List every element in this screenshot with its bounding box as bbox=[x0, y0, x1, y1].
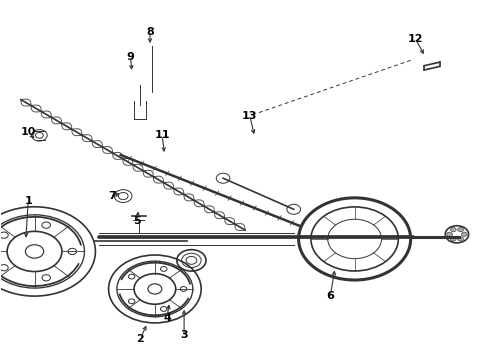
Text: 2: 2 bbox=[136, 334, 144, 344]
Circle shape bbox=[461, 232, 467, 237]
Text: 6: 6 bbox=[326, 291, 334, 301]
Text: 13: 13 bbox=[242, 111, 258, 121]
Text: 1: 1 bbox=[24, 197, 32, 206]
Circle shape bbox=[450, 228, 456, 232]
Circle shape bbox=[458, 237, 464, 241]
Circle shape bbox=[447, 232, 453, 237]
Text: 8: 8 bbox=[146, 27, 154, 37]
Text: 4: 4 bbox=[163, 312, 171, 323]
Text: 3: 3 bbox=[180, 330, 188, 341]
Circle shape bbox=[450, 237, 456, 241]
Text: 5: 5 bbox=[133, 216, 141, 226]
Text: 10: 10 bbox=[21, 127, 36, 137]
Text: 11: 11 bbox=[154, 130, 170, 140]
Text: 9: 9 bbox=[126, 52, 134, 62]
Text: 12: 12 bbox=[408, 34, 423, 44]
Text: 7: 7 bbox=[109, 191, 116, 201]
Circle shape bbox=[458, 228, 464, 232]
